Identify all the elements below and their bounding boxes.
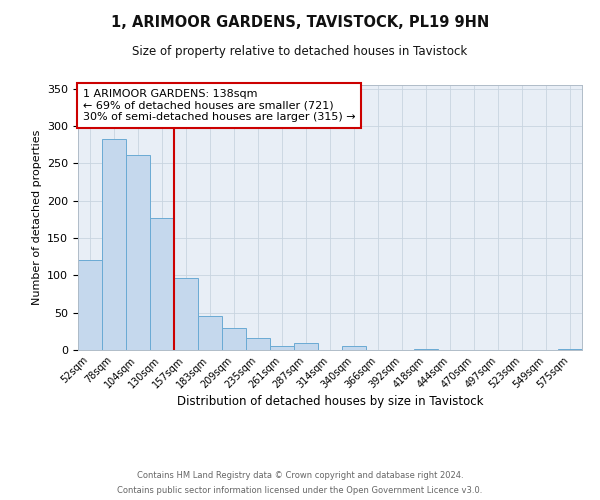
Bar <box>222 328 246 350</box>
Bar <box>174 278 198 350</box>
Bar <box>342 346 366 350</box>
Bar <box>78 260 102 350</box>
Text: Contains public sector information licensed under the Open Government Licence v3: Contains public sector information licen… <box>118 486 482 495</box>
Text: 1, ARIMOOR GARDENS, TAVISTOCK, PL19 9HN: 1, ARIMOOR GARDENS, TAVISTOCK, PL19 9HN <box>111 15 489 30</box>
Bar <box>246 338 270 350</box>
Bar <box>558 348 582 350</box>
Bar <box>126 155 150 350</box>
Text: Contains HM Land Registry data © Crown copyright and database right 2024.: Contains HM Land Registry data © Crown c… <box>137 471 463 480</box>
Text: 1 ARIMOOR GARDENS: 138sqm
← 69% of detached houses are smaller (721)
30% of semi: 1 ARIMOOR GARDENS: 138sqm ← 69% of detac… <box>83 89 356 122</box>
Text: Size of property relative to detached houses in Tavistock: Size of property relative to detached ho… <box>133 45 467 58</box>
Bar <box>198 316 222 350</box>
Y-axis label: Number of detached properties: Number of detached properties <box>32 130 41 305</box>
Bar <box>414 348 438 350</box>
Bar <box>294 344 318 350</box>
Bar <box>150 218 174 350</box>
Bar <box>270 346 294 350</box>
Bar <box>102 140 126 350</box>
X-axis label: Distribution of detached houses by size in Tavistock: Distribution of detached houses by size … <box>177 396 483 408</box>
